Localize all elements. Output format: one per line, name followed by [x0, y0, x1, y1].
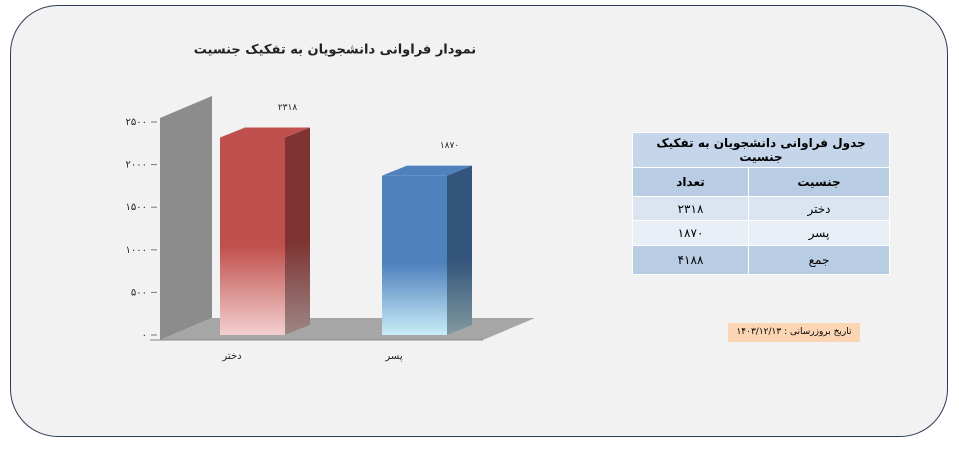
data-label: ۱۸۷۰: [440, 141, 459, 151]
table-cell: پسر: [748, 220, 890, 246]
table-cell: ۱۸۷۰: [632, 220, 749, 246]
table-header: تعداد: [632, 167, 749, 197]
bar: [382, 175, 447, 335]
bar-top: [220, 127, 310, 138]
data-label: ۲۳۱۸: [278, 103, 298, 113]
table-header: جنسیت: [748, 167, 890, 197]
back-wall: [160, 96, 212, 340]
frequency-table: جدول فراوانی دانشجویان به تفکیک جنسیت جن…: [632, 132, 890, 275]
bar-side-shade: [285, 127, 310, 335]
y-tick-label: ۲۰۰۰: [126, 160, 147, 171]
bar-top: [382, 165, 472, 176]
y-tick-label: ۱۰۰۰: [126, 245, 147, 256]
chart-title: نمودار فراوانی دانشجویان به تفکیک جنسیت: [194, 43, 476, 58]
x-tick-label: پسر: [384, 351, 402, 362]
y-tick-label: ۵۰۰: [131, 287, 147, 298]
table-cell: ۲۳۱۸: [632, 196, 749, 221]
floor: [160, 318, 535, 340]
y-tick-label: ۲۵۰۰: [126, 117, 147, 128]
bar-side-shade: [447, 165, 472, 335]
table-title: جدول فراوانی دانشجویان به تفکیک جنسیت: [632, 132, 890, 168]
bar: [220, 137, 285, 335]
update-note: تاریخ بروزرسانی : ۱۴۰۳/۱۲/۱۳: [728, 323, 860, 342]
bar-side: [285, 127, 310, 335]
table-cell: دختر: [748, 196, 890, 221]
y-tick-label: ۰: [142, 330, 147, 341]
x-tick-label: دختر: [221, 351, 241, 362]
table-cell: جمع: [748, 245, 890, 275]
y-tick-label: ۱۵۰۰: [126, 202, 147, 213]
table-cell: ۴۱۸۸: [632, 245, 749, 275]
bar-side: [447, 165, 472, 335]
